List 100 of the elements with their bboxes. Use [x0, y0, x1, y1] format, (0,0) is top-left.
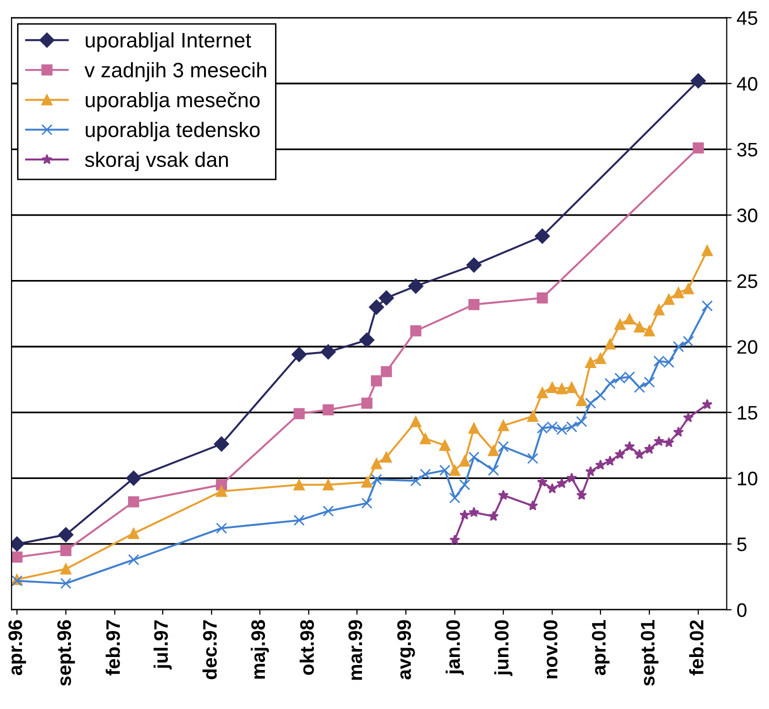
point [585, 356, 596, 368]
point [60, 563, 72, 575]
point [604, 456, 616, 466]
point [537, 476, 548, 487]
point [466, 257, 482, 273]
point [214, 436, 230, 452]
point [663, 294, 674, 305]
point [595, 459, 606, 470]
y-tick-label: 15 [738, 406, 758, 420]
point [644, 444, 655, 454]
point [536, 292, 548, 304]
point [624, 441, 635, 452]
point [361, 498, 372, 509]
point [370, 458, 382, 470]
x-tick-label: apr.01 [592, 620, 610, 676]
point [682, 336, 694, 347]
point [683, 412, 694, 422]
point [294, 514, 305, 526]
point [672, 341, 684, 352]
y-tick-label: 5 [737, 538, 746, 552]
point [546, 483, 558, 494]
x-tick-label: okt.98 [300, 620, 314, 675]
point [294, 479, 305, 490]
point [536, 387, 548, 398]
x-tick-label: dec.97 [202, 620, 217, 680]
point [126, 470, 142, 486]
point [702, 245, 713, 256]
point [527, 410, 538, 422]
point [653, 304, 665, 316]
y-tick-label: 25 [737, 274, 758, 288]
point [690, 73, 706, 88]
point [585, 466, 596, 476]
y-tick-label: 35 [737, 142, 758, 157]
point [439, 464, 450, 476]
point [58, 527, 74, 542]
point [60, 544, 72, 556]
legend-label: uporablja mesečno [86, 92, 260, 112]
point [527, 500, 538, 510]
point [488, 464, 499, 476]
y-tick-label: 20 [737, 340, 758, 354]
x-tick-label: avg.99 [397, 620, 415, 680]
point [644, 325, 655, 336]
point [128, 528, 140, 539]
point [449, 534, 460, 545]
y-tick-label: 45 [736, 11, 758, 25]
point [604, 378, 616, 390]
point [594, 390, 606, 401]
point [459, 479, 470, 490]
point [576, 416, 588, 428]
point [614, 318, 626, 330]
point [216, 486, 228, 497]
point [410, 416, 422, 428]
point [488, 510, 499, 521]
point [449, 492, 460, 504]
point [380, 452, 392, 463]
point [410, 475, 422, 486]
point [585, 398, 596, 409]
point [378, 290, 394, 306]
point [368, 300, 384, 315]
x-tick-label: sept.01 [640, 620, 658, 686]
point [294, 408, 305, 420]
point [459, 456, 470, 467]
x-tick-label: mar.99 [348, 620, 362, 680]
point [604, 338, 616, 350]
point [614, 448, 626, 460]
point [320, 344, 336, 360]
point [654, 436, 664, 446]
point [576, 490, 587, 500]
point [359, 332, 374, 348]
point [468, 506, 480, 518]
point [664, 437, 674, 448]
x-tick-label: nov.00 [544, 620, 558, 678]
point [322, 479, 334, 490]
point [468, 422, 480, 434]
point [702, 300, 713, 312]
point [527, 452, 538, 464]
point [594, 352, 606, 364]
point [322, 404, 334, 416]
point [380, 366, 392, 378]
legend-label: skoraj vsak dan [85, 152, 228, 172]
y-tick-label: 30 [737, 208, 758, 222]
point [488, 445, 499, 456]
x-tick-label: jul.97 [154, 620, 172, 670]
point [624, 313, 636, 325]
legend-label: uporabljal Internet [86, 32, 252, 52]
point [634, 382, 646, 393]
point [128, 496, 140, 508]
point [459, 509, 470, 520]
point [361, 398, 372, 409]
point [322, 506, 334, 517]
legend-label: v zadnjih 3 mesecih [84, 62, 266, 82]
point [12, 552, 23, 563]
point [576, 395, 588, 406]
y-tick-label: 10 [738, 472, 758, 486]
point [128, 554, 140, 566]
point [468, 452, 480, 463]
point [216, 522, 228, 534]
point [566, 472, 578, 483]
point [468, 298, 480, 310]
point [534, 228, 550, 244]
